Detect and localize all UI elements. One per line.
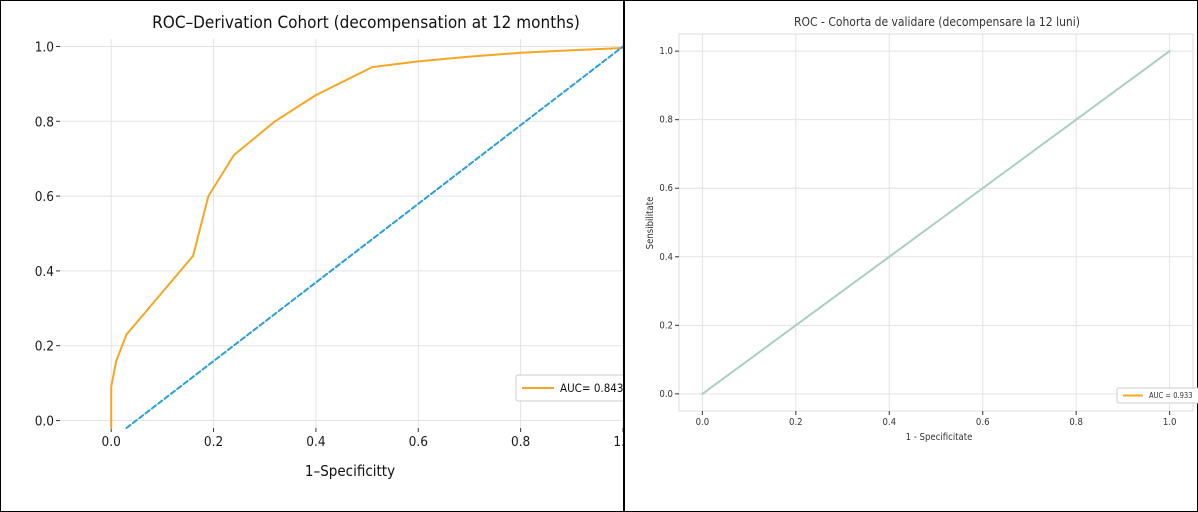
chart-title: ROC–Derivation Cohort (decompensation at… [152,13,580,33]
plot-frame [678,33,1194,412]
y-axis-label: Sensibilitate [645,197,656,250]
roc-curve [110,47,623,429]
roc-derivation-chart: ROC–Derivation Cohort (decompensation at… [35,13,623,480]
x-tick-label: 0.2 [789,417,803,428]
grid-lines [60,39,623,428]
y-tick-label: 0.0 [659,389,673,400]
y-tick-label: 0.2 [659,320,673,331]
x-axis-label: 1–Specificitty [305,462,395,480]
roc-validation-chart: ROC - Cohorta de validare (decompensare … [645,15,1198,443]
x-tick-label: 0.4 [306,434,326,450]
chance-diagonal-line [125,45,623,429]
y-tick-label: 0.2 [35,339,54,355]
legend-box [515,374,623,402]
reference-line [701,50,1171,395]
y-tick-label: 0.6 [659,183,673,194]
legend: AUC = 0.933 [1116,387,1198,404]
grid-lines [679,34,1193,411]
y-tick-label: 0.6 [35,189,54,205]
y-tick-label: 1.0 [35,39,54,55]
left-chart-panel: ROC–Derivation Cohort (decompensation at… [0,0,624,512]
y-tick-label: 1.0 [659,46,673,57]
y-tick-label: 0.4 [659,252,673,263]
legend: AUC= 0.843 [515,374,623,402]
x-tick-label: 0.6 [409,434,428,450]
x-tick-label: 1.0 [613,434,623,450]
x-tick-label: 0.2 [204,434,223,450]
legend-label: AUC = 0.933 [1149,391,1193,400]
x-axis-label: 1 - Specificitate [906,432,973,443]
x-tick-label: 0.6 [976,417,990,428]
y-tick-label: 0.8 [35,114,54,130]
x-tick-label: 0.4 [882,417,896,428]
x-tick-label: 1.0 [1163,417,1177,428]
legend-box [1116,387,1198,404]
chart-title: ROC - Cohorta de validare (decompensare … [794,15,1080,29]
x-tick-label: 0.8 [1069,417,1083,428]
y-tick-label: 0.0 [35,414,54,430]
x-tick-label: 0.0 [102,434,121,450]
x-tick-label: 0.0 [696,417,710,428]
y-tick-label: 0.4 [35,264,55,280]
legend-label: AUC= 0.843 [560,381,623,395]
y-tick-label: 0.8 [659,115,673,126]
x-tick-label: 0.8 [511,434,530,450]
right-chart-panel: ROC - Cohorta de validare (decompensare … [623,0,1198,512]
